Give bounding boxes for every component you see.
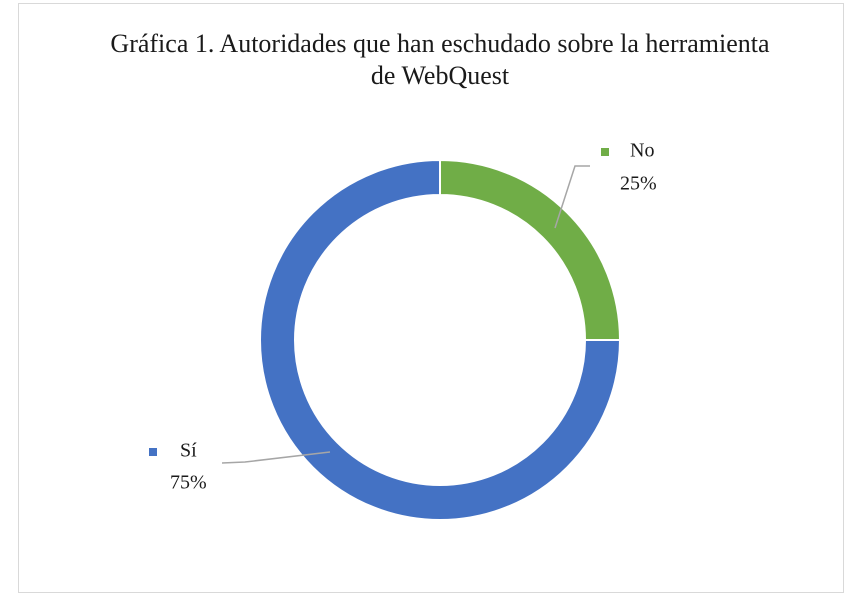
category-label: Sí bbox=[180, 440, 197, 462]
donut-segment bbox=[259, 158, 622, 521]
legend-marker bbox=[149, 448, 157, 456]
value-label: 25% bbox=[620, 173, 657, 195]
chart: No 25% Sí 75% bbox=[149, 140, 657, 521]
donut-segment bbox=[439, 158, 622, 341]
value-label: 75% bbox=[170, 472, 207, 494]
page: Gráfica 1. Autoridades que han eschudado… bbox=[18, 3, 844, 593]
leader-line bbox=[554, 165, 590, 229]
legend-marker bbox=[601, 148, 609, 156]
category-label: No bbox=[630, 140, 654, 162]
chart-title: Gráfica 1. Autoridades que han eschudado… bbox=[110, 29, 770, 90]
leader-line bbox=[221, 451, 331, 464]
